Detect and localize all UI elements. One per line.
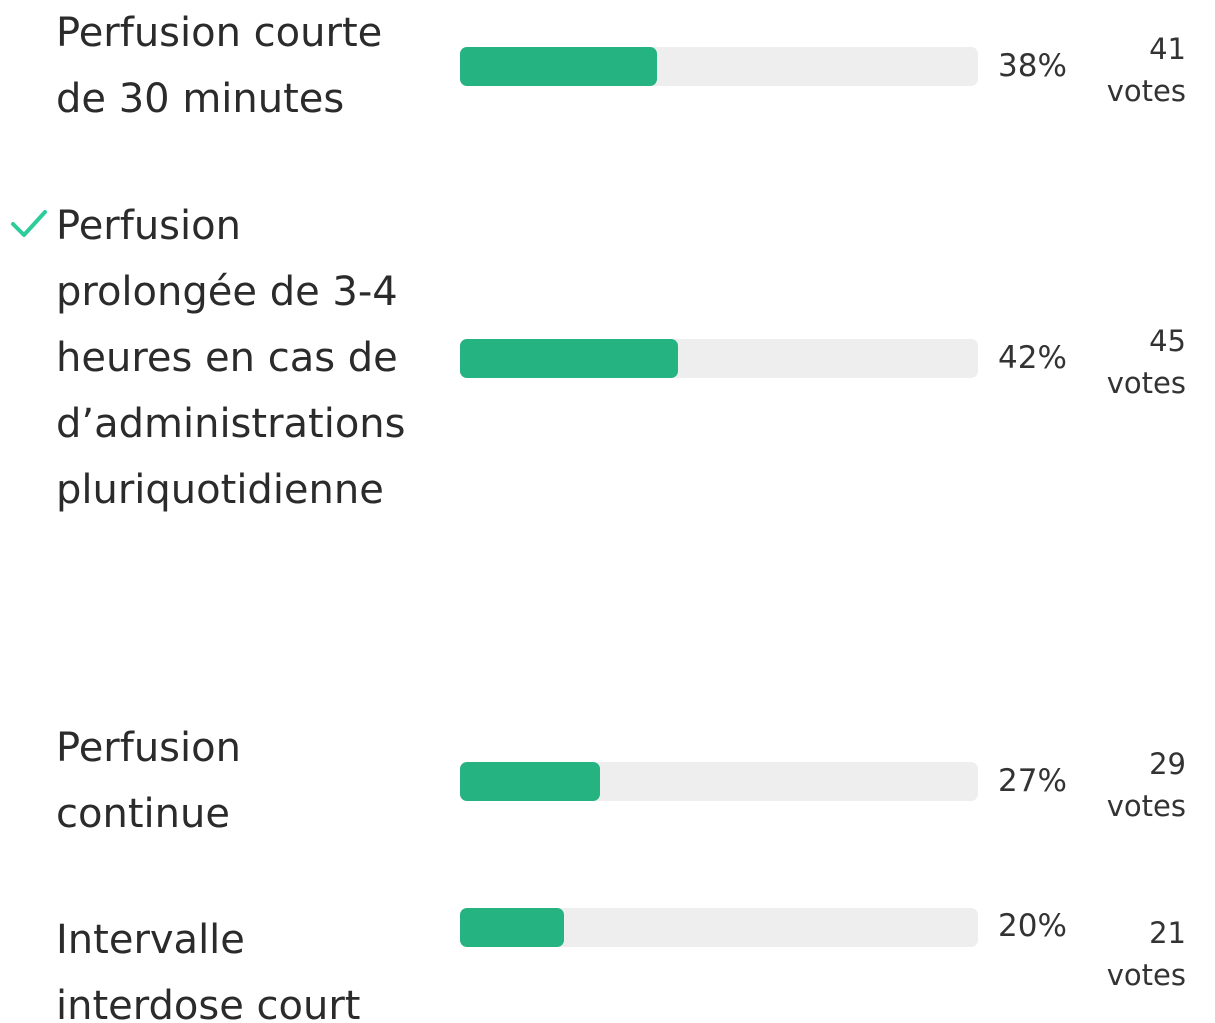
vote-number: 41 xyxy=(1149,32,1186,66)
vote-number: 21 xyxy=(1149,916,1186,950)
bar xyxy=(460,46,657,86)
bar-track xyxy=(460,46,978,86)
bar-track xyxy=(460,761,978,801)
option-label: Perfusion continue xyxy=(56,725,241,837)
poll-option: Perfusion courte de 30 minutes 38% 41 votes xyxy=(0,0,1215,132)
vote-unit: votes xyxy=(1106,74,1186,108)
poll-option: Perfusion prolongée de 3-4 heures en cas… xyxy=(0,193,1215,523)
vote-unit: votes xyxy=(1106,789,1186,823)
percent-label: 42% xyxy=(998,340,1067,376)
percent-label: 38% xyxy=(998,48,1067,84)
vote-count: 21 votes xyxy=(1096,912,1186,996)
vote-number: 29 xyxy=(1149,747,1186,781)
bar xyxy=(460,338,678,378)
poll-option: Perfusion continue 27% 29 votes xyxy=(0,715,1215,847)
bar-track xyxy=(460,908,978,947)
vote-number: 45 xyxy=(1149,324,1186,358)
percent-label: 27% xyxy=(998,763,1067,799)
vote-count: 45 votes xyxy=(1096,320,1186,404)
option-label: Perfusion courte de 30 minutes xyxy=(56,10,383,122)
vote-unit: votes xyxy=(1106,958,1186,992)
poll-option: Intervalle interdose court 20% 21 votes xyxy=(0,907,1215,1023)
bar-track xyxy=(460,338,978,378)
vote-count: 29 votes xyxy=(1096,743,1186,827)
correct-check xyxy=(11,210,47,237)
bar xyxy=(460,761,600,801)
vote-count: 41 votes xyxy=(1096,28,1186,112)
vote-unit: votes xyxy=(1106,366,1186,400)
option-label: Perfusion prolongée de 3-4 heures en cas… xyxy=(56,203,406,513)
percent-label: 20% xyxy=(998,908,1067,944)
option-label: Intervalle interdose court xyxy=(56,917,361,1023)
bar xyxy=(460,908,564,947)
